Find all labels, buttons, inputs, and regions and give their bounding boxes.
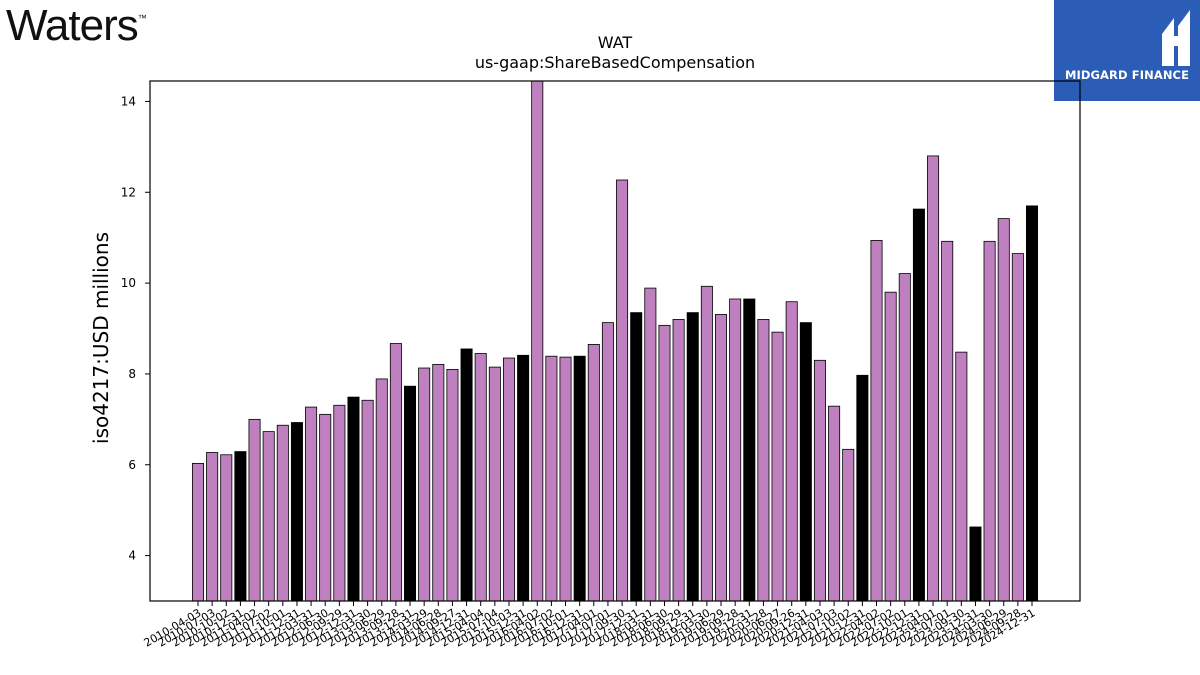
bar-2013-12-31 — [404, 385, 417, 602]
bar-2011-12-31 — [290, 422, 303, 602]
waters-logo: Waters™ — [6, 4, 147, 48]
bar-2019-06-29 — [715, 314, 728, 602]
bar-2013-03-30 — [361, 399, 374, 602]
bar-2014-12-31 — [460, 348, 473, 602]
logo-wordmark: Waters — [6, 1, 139, 50]
chart-title: WAT — [598, 33, 633, 52]
bar-2024-06-29 — [997, 218, 1010, 602]
bar-2016-12-31 — [573, 355, 586, 602]
bar-2024-09-28 — [1011, 253, 1024, 602]
bar-2018-12-31 — [686, 312, 699, 602]
midgard-logo-icon — [1162, 10, 1190, 66]
bar-2021-07-03 — [828, 405, 841, 602]
plot-frame — [149, 80, 1081, 602]
bar-2011-10-01 — [276, 424, 289, 602]
y-tick-label: 14 — [121, 94, 136, 108]
bar-2023-09-30 — [955, 351, 968, 602]
bar-2019-03-30 — [700, 285, 713, 602]
bar-2010-10-02 — [220, 454, 233, 602]
bar-2013-06-29 — [375, 378, 388, 602]
bar-2017-04-01 — [587, 344, 600, 602]
bar-2018-03-31 — [644, 287, 657, 602]
bar-2012-03-31 — [305, 406, 318, 602]
bar-2018-06-30 — [658, 324, 671, 602]
bar-2022-12-31 — [912, 208, 925, 602]
bar-2012-06-30 — [319, 413, 332, 602]
bar-2016-10-01 — [559, 356, 572, 602]
bar-2014-06-28 — [432, 363, 445, 602]
logo-trademark: ™ — [137, 13, 147, 23]
chart-subtitle: us-gaap:ShareBasedCompensation — [475, 53, 755, 72]
y-axis-label: iso4217:USD millions — [89, 232, 113, 444]
bar-2011-04-02 — [248, 418, 261, 602]
bar-2021-04-03 — [813, 359, 826, 602]
bar-2020-12-31 — [799, 322, 812, 602]
bar-2022-10-01 — [898, 273, 911, 602]
bar-2023-07-01 — [941, 240, 954, 602]
bar-2014-09-27 — [446, 368, 459, 602]
bar-2023-04-01 — [927, 155, 940, 602]
bar-2014-03-29 — [418, 367, 431, 602]
y-tick-label: 10 — [121, 276, 136, 290]
bar-2020-06-27 — [771, 331, 784, 602]
y-tick-label: 6 — [128, 458, 136, 472]
bar-2015-12-31 — [517, 354, 530, 602]
bar-2016-04-02 — [531, 80, 544, 602]
bar-2011-07-02 — [262, 431, 275, 602]
bar-2019-12-31 — [743, 298, 756, 602]
bar-2022-07-02 — [884, 291, 897, 602]
bar-2010-04-03 — [191, 462, 204, 602]
bar-2020-03-28 — [757, 319, 770, 602]
bar-2016-07-02 — [545, 355, 558, 602]
bar-2015-07-04 — [488, 366, 501, 602]
bar-2024-03-30 — [983, 240, 996, 602]
bar-2017-12-31 — [630, 312, 643, 602]
bar-2018-09-29 — [672, 319, 685, 602]
bar-2017-09-30 — [616, 179, 629, 602]
bar-2024-12-31 — [1026, 205, 1039, 602]
bar-2017-07-01 — [601, 322, 614, 602]
bar-2010-12-31 — [234, 451, 247, 602]
bar-2021-12-31 — [856, 374, 869, 602]
y-tick-label: 4 — [128, 549, 136, 563]
bar-2015-10-03 — [502, 357, 515, 602]
bar-2019-09-28 — [729, 298, 742, 602]
bar-2022-04-02 — [870, 240, 883, 602]
midgard-finance-badge: MIDGARD FINANCE — [1054, 0, 1200, 101]
bar-2021-10-02 — [842, 448, 855, 602]
bar-2012-12-31 — [347, 396, 360, 602]
y-tick-label: 8 — [128, 367, 136, 381]
bar-2023-12-31 — [969, 526, 982, 602]
bar-2013-09-28 — [389, 343, 402, 602]
bar-2010-07-03 — [206, 452, 219, 602]
bar-2015-04-04 — [474, 353, 487, 602]
bar-2020-09-26 — [785, 301, 798, 602]
y-tick-label: 12 — [121, 185, 136, 199]
bar-2012-09-29 — [333, 404, 346, 602]
badge-label: MIDGARD FINANCE — [1064, 68, 1190, 82]
